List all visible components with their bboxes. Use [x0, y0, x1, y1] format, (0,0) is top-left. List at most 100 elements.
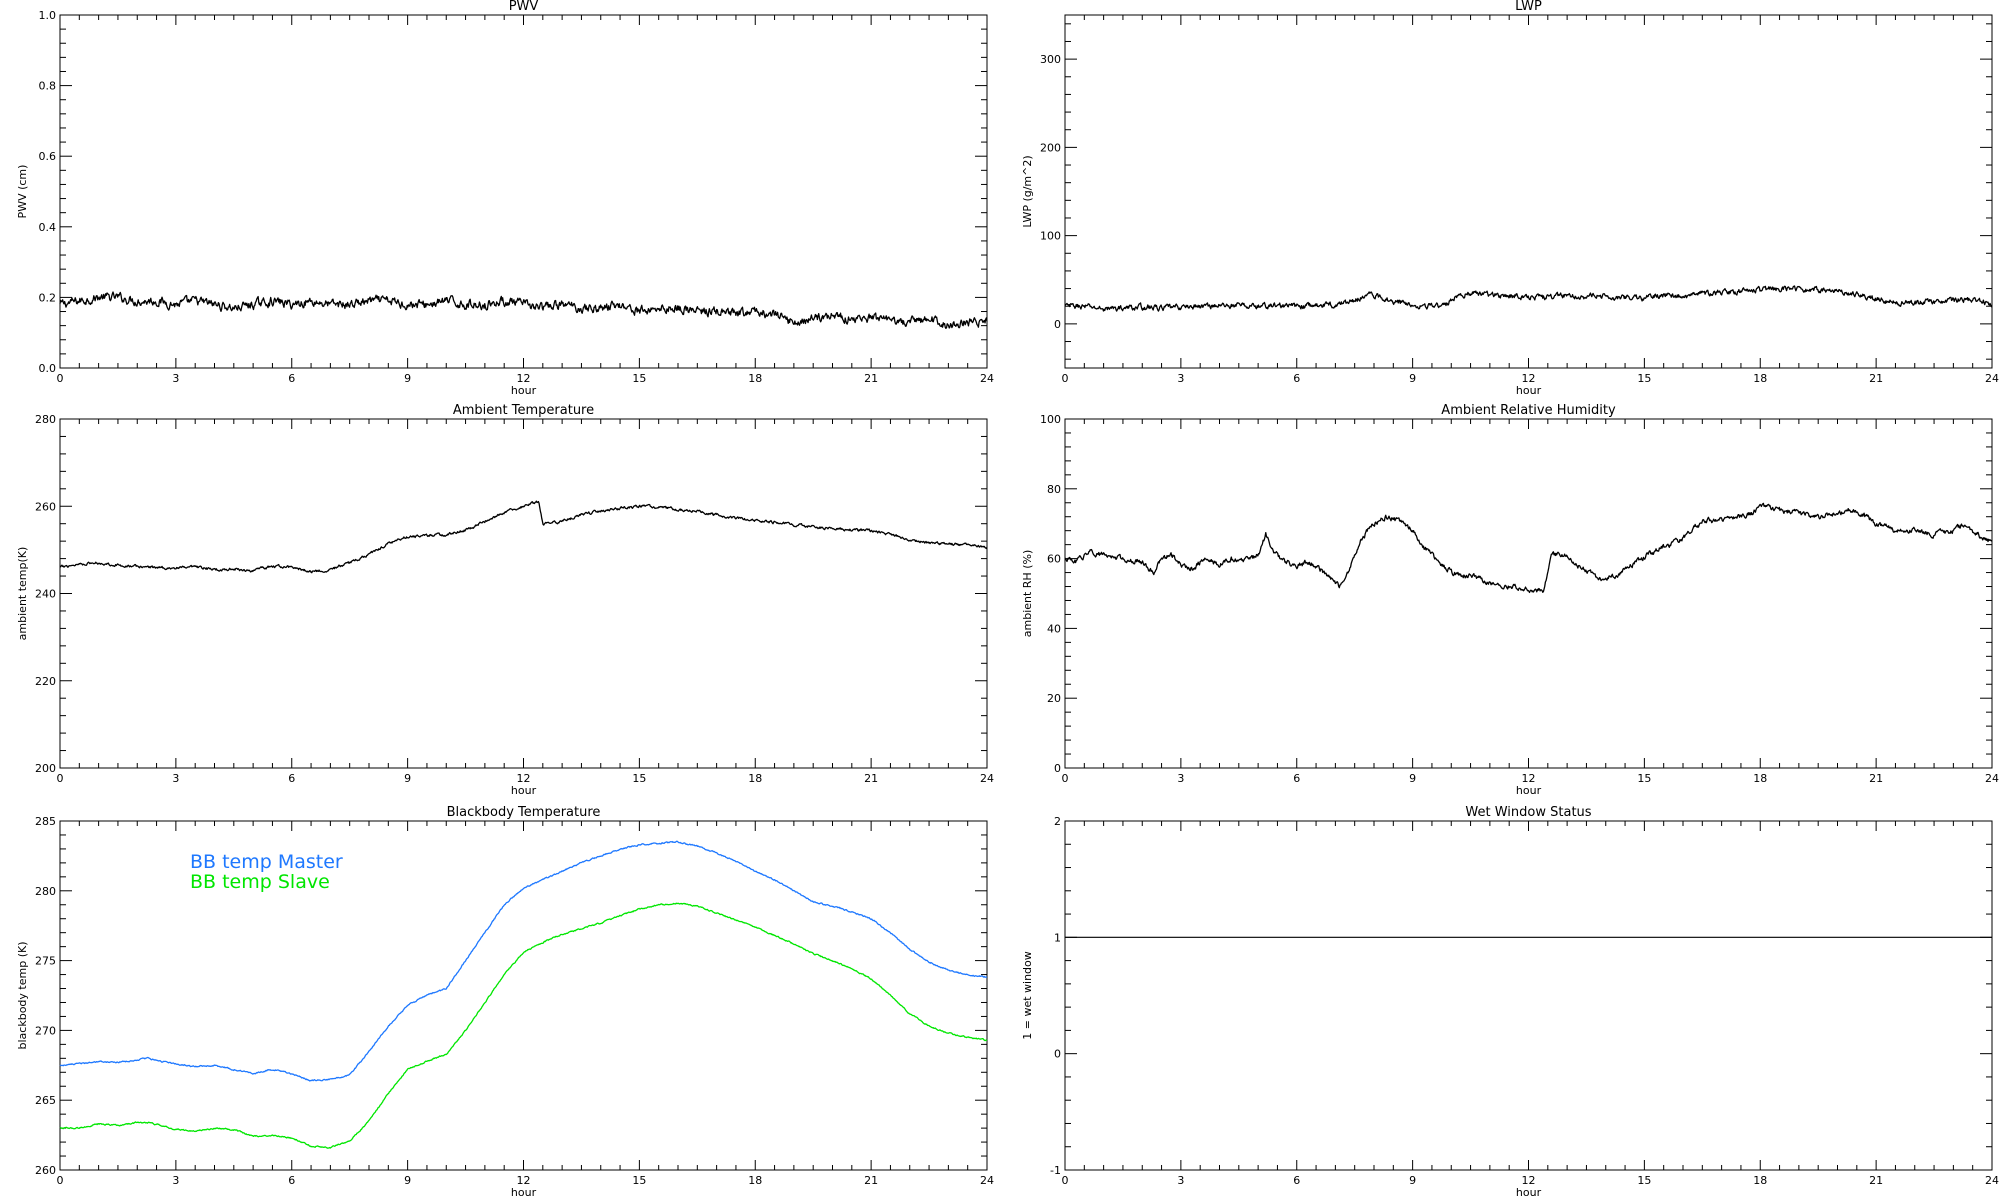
- lwp-x-axis: 0 3 6 9 12 15 18 21 24: [1062, 15, 1999, 385]
- y-tick-label: 240: [35, 588, 56, 601]
- pwv-title: PWV: [509, 0, 539, 14]
- ambient-temp-y-axis: 200 220 240 260 280: [35, 413, 987, 775]
- wet-window-y-axis-label: 1 = wet window: [1021, 951, 1034, 1040]
- ambient-temp-plot-frame: [59, 418, 988, 769]
- x-tick-label: 3: [172, 372, 179, 385]
- x-tick-label: 9: [404, 1174, 411, 1187]
- y-tick-label: 220: [35, 675, 56, 688]
- x-tick-label: 15: [632, 372, 646, 385]
- x-tick-label: 9: [404, 772, 411, 785]
- x-tick-label: 18: [1753, 1174, 1767, 1187]
- x-tick-label: 12: [517, 372, 531, 385]
- lwp-x-axis-label: hour: [1516, 384, 1542, 397]
- x-tick-label: 9: [1409, 772, 1416, 785]
- ambient-rh-x-axis: 0 3 6 9 12 15 18 21 24: [1062, 419, 1999, 785]
- x-tick-label: 12: [1522, 772, 1536, 785]
- blackbody-temp-x-axis: 0 3 6 9 12 15 18 21 24: [57, 821, 994, 1187]
- bb-temp-slave-line: [59, 902, 988, 1149]
- y-tick-label: 2: [1054, 815, 1061, 828]
- ambient-temp-x-axis-label: hour: [511, 784, 537, 797]
- legend-entry: BB temp Master: [190, 851, 343, 873]
- x-tick-label: 24: [980, 372, 994, 385]
- y-tick-label: 265: [35, 1094, 56, 1107]
- x-tick-label: 18: [1753, 772, 1767, 785]
- x-tick-label: 6: [288, 372, 295, 385]
- y-tick-label: 1.0: [39, 9, 57, 22]
- bb-temp-master-line: [59, 840, 988, 1082]
- x-tick-label: 24: [1985, 372, 1999, 385]
- x-tick-label: 15: [632, 772, 646, 785]
- blackbody-temp-y-axis-label: blackbody temp (K): [16, 942, 29, 1050]
- ambient-temp-title: Ambient Temperature: [453, 403, 594, 418]
- y-tick-label: 0.6: [39, 150, 57, 163]
- y-tick-label: 0.8: [39, 80, 57, 93]
- y-tick-label: 100: [1040, 230, 1061, 243]
- pwv-plot-frame: [59, 14, 988, 369]
- x-tick-label: 0: [1062, 1174, 1069, 1187]
- lwp-y-axis: 0 100 200 300: [1040, 23, 1992, 360]
- lwp-title: LWP: [1515, 0, 1542, 14]
- x-tick-label: 0: [57, 372, 64, 385]
- x-tick-label: 9: [1409, 372, 1416, 385]
- x-tick-label: 21: [1869, 1174, 1883, 1187]
- y-tick-label: 0.2: [39, 291, 57, 304]
- wet-window-y-axis: -1 0 1 2: [1050, 815, 1992, 1177]
- ambient-temp-x-axis: 0 3 6 9 12 15 18 21 24: [57, 419, 994, 785]
- y-tick-label: -1: [1050, 1164, 1061, 1177]
- x-tick-label: 12: [1522, 1174, 1536, 1187]
- blackbody-temp-y-axis: 260 265 270 275 280 285: [35, 815, 987, 1177]
- blackbody-temp-title: Blackbody Temperature: [447, 805, 601, 820]
- y-tick-label: 260: [35, 500, 56, 513]
- x-tick-label: 21: [1869, 372, 1883, 385]
- x-tick-label: 3: [172, 772, 179, 785]
- y-tick-label: 270: [35, 1024, 56, 1037]
- x-tick-label: 21: [864, 772, 878, 785]
- lwp-panel: LWP 0 3 6 9 12 15 18 21 24 hour 0 100 200 300 LWP (g/m^…: [1021, 0, 1999, 397]
- x-tick-label: 6: [1293, 772, 1300, 785]
- pwv-x-axis: 0 3 6 9 12 15 18 21 24: [57, 15, 994, 385]
- x-tick-label: 21: [1869, 772, 1883, 785]
- x-tick-label: 15: [1637, 1174, 1651, 1187]
- ambient-rh-y-axis: 0 20 40 60 80 100: [1040, 413, 1992, 775]
- legend-entry: BB temp Slave: [190, 871, 330, 893]
- y-tick-label: 285: [35, 815, 56, 828]
- y-tick-label: 1: [1054, 931, 1061, 944]
- y-tick-label: 0.4: [39, 221, 57, 234]
- y-tick-label: 280: [35, 413, 56, 426]
- y-tick-label: 200: [35, 762, 56, 775]
- wet-window-title: Wet Window Status: [1465, 805, 1591, 820]
- y-tick-label: 200: [1040, 141, 1061, 154]
- x-tick-label: 18: [748, 1174, 762, 1187]
- ambient-rh-plot-frame: [1064, 418, 1993, 769]
- y-tick-label: 0: [1054, 1048, 1061, 1061]
- lwp-y-axis-label: LWP (g/m^2): [1021, 155, 1034, 227]
- ambient-rh-x-axis-label: hour: [1516, 784, 1542, 797]
- y-tick-label: 20: [1047, 692, 1061, 705]
- x-tick-label: 9: [1409, 1174, 1416, 1187]
- y-tick-label: 0: [1054, 318, 1061, 331]
- x-tick-label: 15: [1637, 372, 1651, 385]
- x-tick-label: 24: [1985, 1174, 1999, 1187]
- x-tick-label: 6: [288, 1174, 295, 1187]
- pwv-x-axis-label: hour: [511, 384, 537, 397]
- x-tick-label: 3: [1177, 772, 1184, 785]
- y-tick-label: 100: [1040, 413, 1061, 426]
- lwp-series-line: [1064, 285, 1993, 312]
- ambient-rh-y-axis-label: ambient RH (%): [1021, 550, 1034, 638]
- ambient-rh-title: Ambient Relative Humidity: [1441, 403, 1616, 418]
- y-tick-label: 0.0: [39, 362, 57, 375]
- pwv-y-axis-label: PWV (cm): [16, 165, 29, 219]
- y-tick-label: 80: [1047, 483, 1061, 496]
- y-tick-label: 280: [35, 885, 56, 898]
- y-tick-label: 40: [1047, 622, 1061, 635]
- x-tick-label: 6: [1293, 372, 1300, 385]
- ambient-temp-series-line: [59, 500, 988, 574]
- y-tick-label: 260: [35, 1164, 56, 1177]
- x-tick-label: 9: [404, 372, 411, 385]
- blackbody-temp-panel: Blackbody Temperature 0 3 6 9 12 15 18 21 24 hour 2…: [16, 805, 994, 1199]
- y-tick-label: 60: [1047, 553, 1061, 566]
- ambient-temp-y-axis-label: ambient temp(K): [16, 547, 29, 641]
